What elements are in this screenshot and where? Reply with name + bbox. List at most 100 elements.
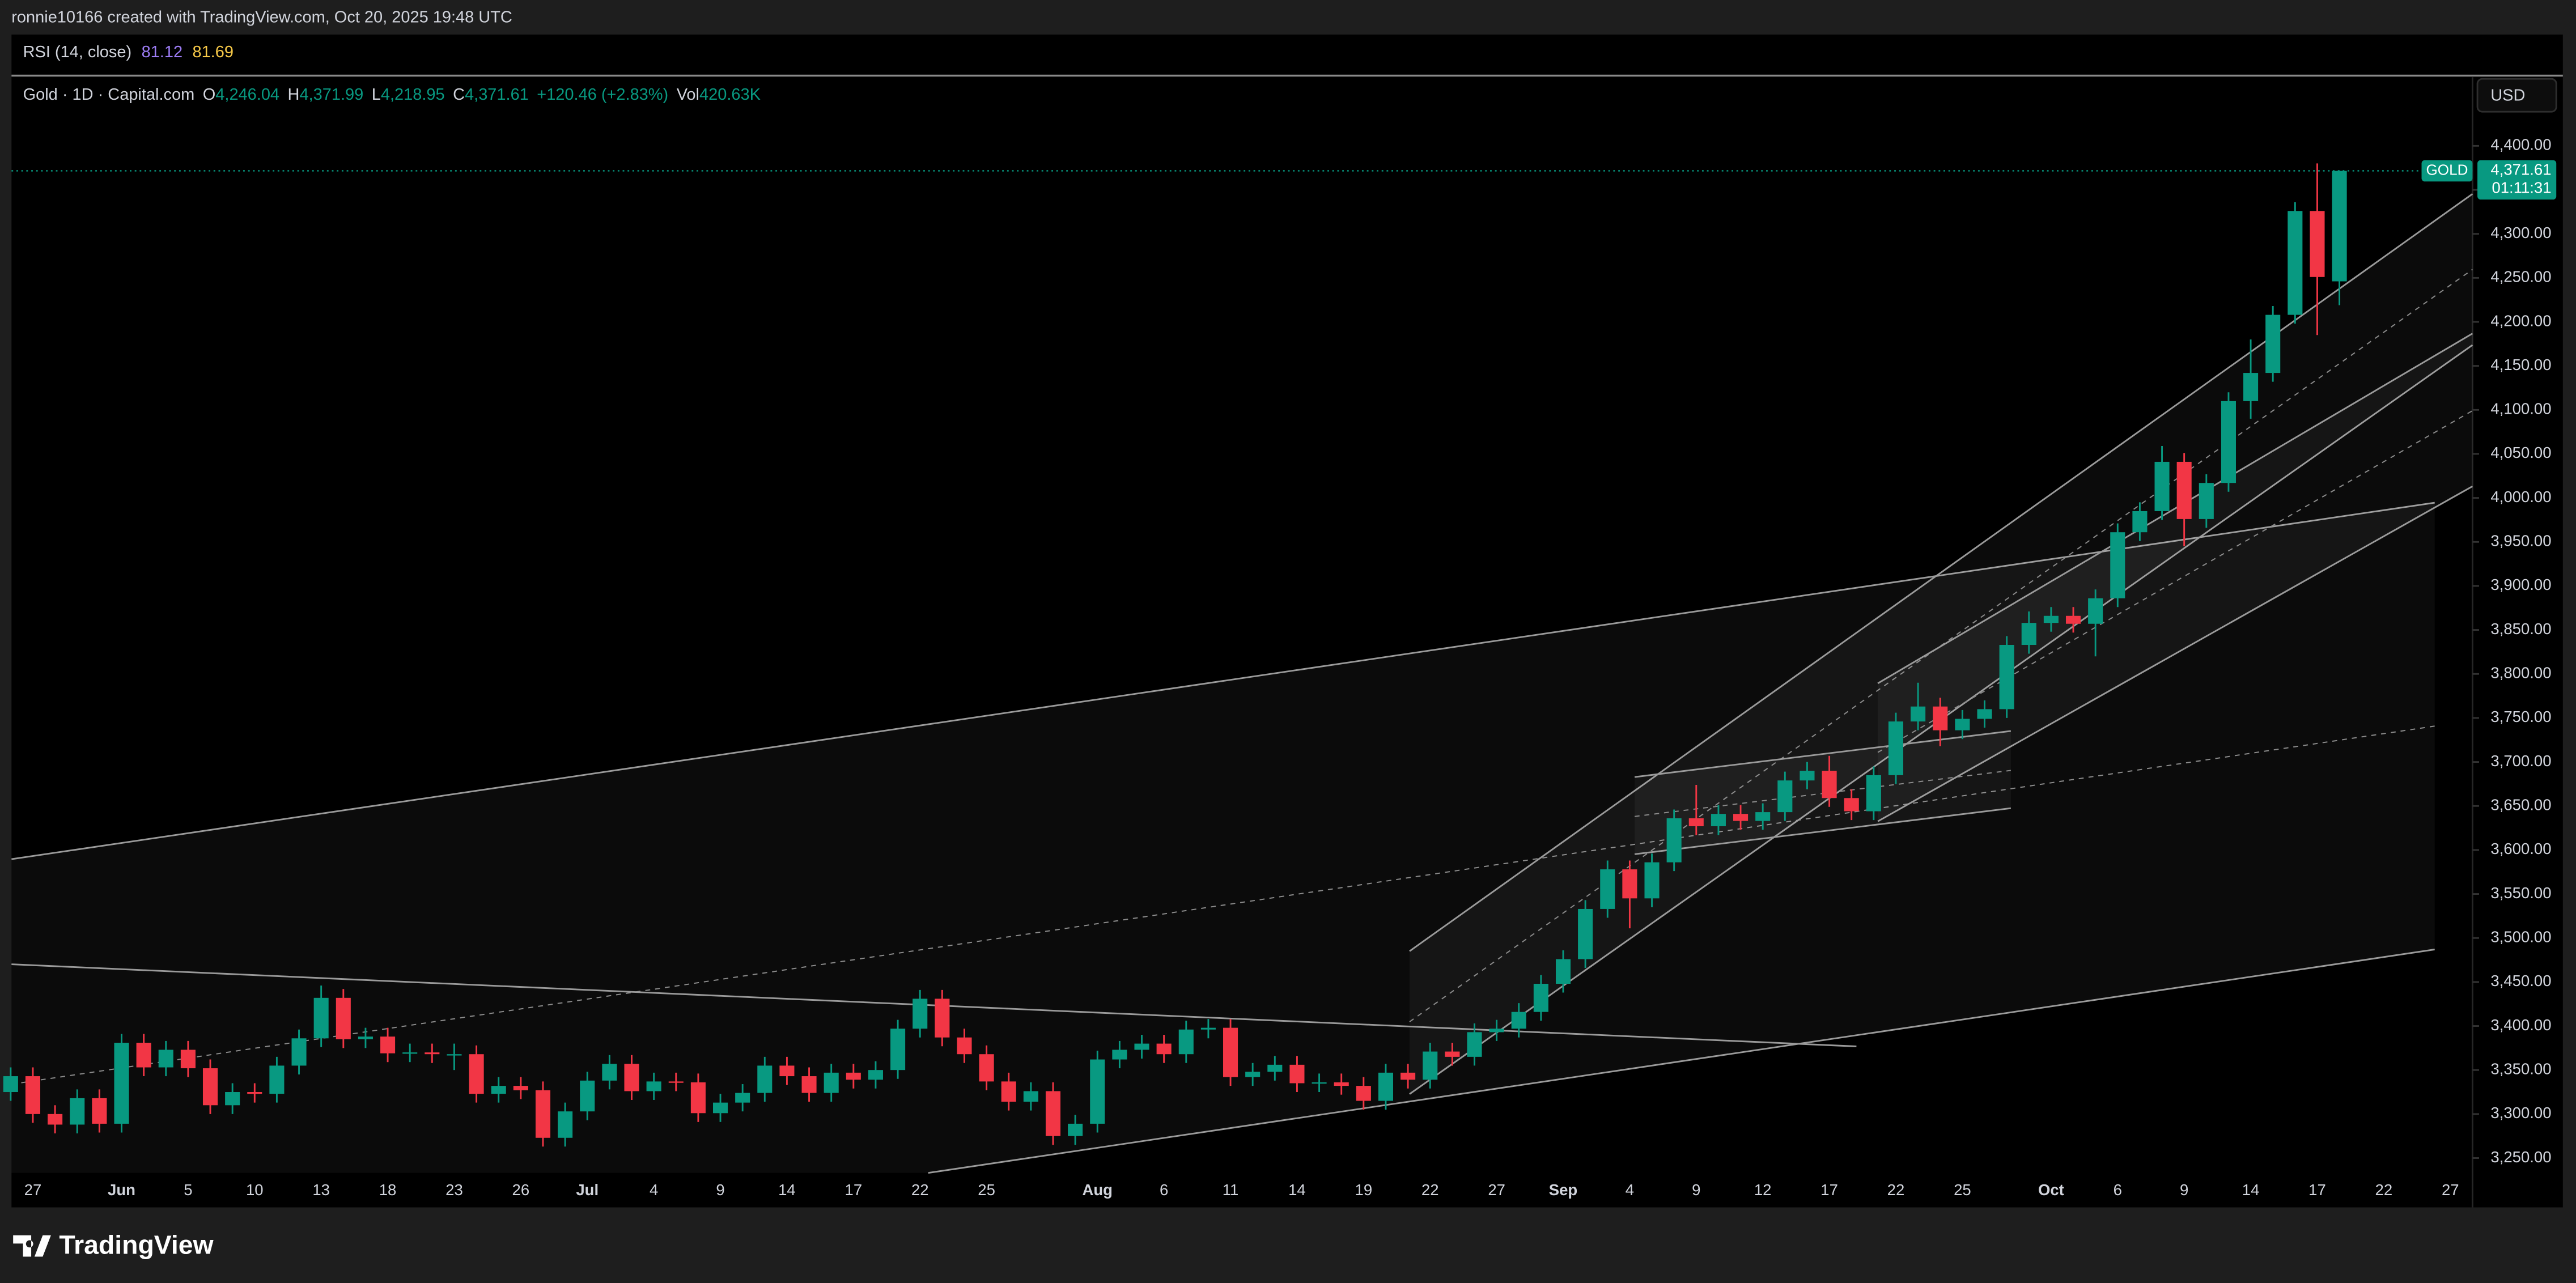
x-tick-label: 5 (184, 1181, 192, 1199)
candle-body (1666, 818, 1682, 863)
candle-body (1711, 814, 1726, 826)
candle-body (2332, 171, 2347, 282)
candle-body (2310, 211, 2325, 277)
x-tick-label: 17 (2308, 1181, 2326, 1199)
candle-body (1068, 1123, 1083, 1136)
candle-body (1866, 775, 1881, 812)
x-tick-label: 25 (978, 1181, 995, 1199)
symbol-tag-box (2421, 160, 2473, 182)
legend-key: O (203, 86, 216, 104)
candle-body (180, 1050, 196, 1069)
candle-body (1134, 1043, 1149, 1050)
candle-body (513, 1086, 528, 1090)
candle-body (846, 1072, 861, 1080)
candle-body (2154, 461, 2170, 511)
x-tick-label: 23 (445, 1181, 463, 1199)
candle-body (2065, 615, 2081, 624)
x-tick-label: 27 (1488, 1181, 1505, 1199)
trend-line (1877, 485, 2473, 822)
candle-body (25, 1076, 41, 1114)
candle-body (1688, 818, 1704, 826)
x-tick-label: 22 (911, 1181, 929, 1199)
legend-value: 4,371.61 (465, 86, 529, 104)
y-tick-label: 4,100.00 (2490, 400, 2551, 418)
x-tick-label: Jun (108, 1181, 135, 1199)
candle-body (1267, 1064, 1283, 1072)
candle-body (1511, 1012, 1526, 1029)
candle-body (2176, 461, 2192, 519)
x-tick-label: 12 (1754, 1181, 1772, 1199)
candle-body (1933, 706, 1948, 730)
candle-body (358, 1036, 373, 1039)
candle-body (824, 1072, 839, 1093)
candle-body (2043, 615, 2059, 623)
x-tick-label: 9 (1692, 1181, 1700, 1199)
candle-body (2221, 401, 2236, 483)
y-tick-label: 3,450.00 (2490, 972, 2551, 989)
x-tick-label: 4 (650, 1181, 658, 1199)
candle-body (2288, 211, 2303, 315)
candle-body (957, 1037, 972, 1055)
x-tick-label: 17 (845, 1181, 863, 1199)
y-tick-label: 4,000.00 (2490, 488, 2551, 505)
legend-value: 420.63K (699, 86, 761, 104)
candle-body (757, 1065, 773, 1093)
channel-fill (1409, 194, 2473, 1094)
drawings (11, 193, 2473, 1174)
footer: TradingView (13, 1230, 214, 1259)
y-tick-label: 3,500.00 (2490, 928, 2551, 945)
candle-body (712, 1102, 728, 1114)
legend-key: L (372, 86, 381, 104)
rsi-legend: RSI (14, close) 81.12 81.69 (23, 43, 234, 61)
currency-label: USD (2490, 86, 2525, 104)
candle-body (624, 1064, 639, 1091)
candle-body (668, 1081, 684, 1083)
symbol: Gold · 1D · Capital.com (23, 86, 195, 104)
brand-name: TradingView (59, 1230, 214, 1259)
candle-body (580, 1080, 595, 1112)
candle-body (1378, 1072, 1394, 1101)
candle-body (1800, 771, 1815, 781)
candle-body (402, 1052, 418, 1054)
candle-body (1977, 709, 1992, 719)
channel-midline (11, 725, 2435, 1085)
channel-fill (11, 503, 2435, 1173)
candle-body (1999, 645, 2014, 710)
candle-body (1777, 780, 1793, 813)
candle-body (2021, 623, 2036, 645)
candle-body (2265, 315, 2281, 373)
candle-body (1245, 1072, 1261, 1077)
candle-body (491, 1086, 506, 1094)
candle-body (2243, 373, 2259, 401)
x-tick-label: Oct (2038, 1181, 2064, 1199)
trend-line (928, 949, 2435, 1174)
candle-body (1489, 1029, 1504, 1033)
channel-fill (1878, 333, 2473, 822)
x-tick-label: 22 (1887, 1181, 1905, 1199)
candle-body (1578, 908, 1593, 959)
trend-line (1877, 333, 2473, 685)
candle-body (1001, 1081, 1016, 1102)
y-tick-label: 3,850.00 (2490, 620, 2551, 638)
x-tick-label: 4 (1626, 1181, 1634, 1199)
candle-body (1600, 869, 1615, 909)
candle-body (1533, 983, 1548, 1012)
candle-body (291, 1038, 307, 1066)
x-tick-label: 10 (246, 1181, 264, 1199)
legend-key: C (453, 86, 465, 104)
y-tick-label: 4,250.00 (2490, 268, 2551, 286)
y-tick-label: 4,300.00 (2490, 224, 2551, 241)
candle-body (602, 1064, 617, 1081)
y-tick-label: 4,400.00 (2490, 136, 2551, 154)
x-tick-label: 25 (1954, 1181, 1971, 1199)
candle-body (1401, 1072, 1416, 1080)
candle-body (2088, 598, 2103, 624)
x-tick-label: 22 (1421, 1181, 1439, 1199)
candle-body (114, 1043, 129, 1124)
candle-body (1200, 1027, 1216, 1030)
legend-change: +120.46 (+2.83%) (537, 86, 668, 104)
x-tick-label: Aug (1083, 1181, 1113, 1199)
currency-button[interactable] (2476, 78, 2557, 113)
candle-body (1334, 1082, 1349, 1086)
candle-body (1112, 1050, 1127, 1060)
